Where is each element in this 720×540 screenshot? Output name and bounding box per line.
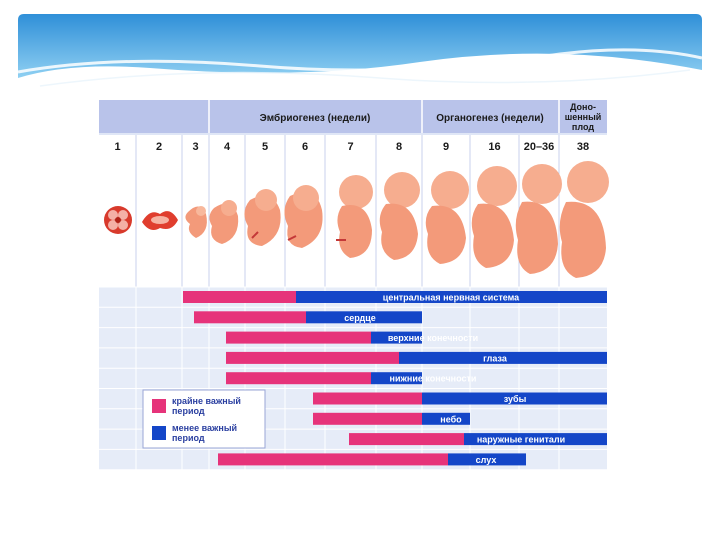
bar-critical-0 bbox=[183, 291, 296, 303]
bar-less-0 bbox=[296, 291, 607, 303]
bar-critical-8 bbox=[218, 453, 448, 466]
bar-label-3: глаза bbox=[483, 353, 508, 363]
fullterm-title-line2: шенный bbox=[565, 112, 602, 122]
bar-less-8 bbox=[448, 453, 526, 466]
bar-label-1: сердце bbox=[344, 313, 376, 323]
bar-critical-5 bbox=[313, 392, 422, 405]
week-label-5: 6 bbox=[302, 141, 308, 153]
week-label-2: 3 bbox=[192, 141, 198, 153]
bar-critical-7 bbox=[349, 433, 464, 446]
bar-less-6 bbox=[422, 412, 470, 425]
week-label-1: 2 bbox=[156, 141, 162, 153]
week-label-8: 9 bbox=[443, 141, 449, 153]
header-wave-decoration bbox=[17, 14, 703, 87]
bar-critical-1 bbox=[194, 311, 306, 324]
bar-critical-3 bbox=[226, 351, 399, 364]
week-labels: 1 2 3 4 5 6 7 8 9 16 20–36 38 bbox=[114, 141, 589, 153]
embryo-week-9 bbox=[425, 171, 469, 264]
embryo-week-38 bbox=[559, 161, 609, 278]
fullterm-title-line1: Доно- bbox=[570, 102, 596, 112]
embryo-week-4 bbox=[209, 200, 239, 244]
week-label-0: 1 bbox=[114, 141, 120, 153]
week-label-10: 20–36 bbox=[524, 141, 555, 153]
embryogenesis-title: Эмбриогенез (недели) bbox=[260, 112, 371, 124]
legend-less-line1: менее важный bbox=[172, 423, 237, 433]
legend-critical-swatch bbox=[152, 399, 166, 413]
bar-label-2: верхние конечности bbox=[388, 333, 478, 343]
week-label-7: 8 bbox=[396, 141, 402, 153]
week-label-4: 5 bbox=[262, 141, 268, 153]
bar-label-8: слух bbox=[476, 455, 497, 465]
bar-less-7 bbox=[464, 433, 607, 446]
bar-less-4 bbox=[371, 372, 422, 385]
embryo-week-1 bbox=[104, 206, 132, 234]
bar-less-1 bbox=[306, 311, 422, 324]
bar-critical-4 bbox=[226, 372, 371, 385]
bar-less-3 bbox=[399, 351, 607, 364]
embryo-week-2 bbox=[142, 211, 178, 230]
week-label-3: 4 bbox=[224, 141, 231, 153]
week-row bbox=[99, 135, 607, 157]
bar-label-7: наружные генитали bbox=[477, 435, 565, 445]
embryo-week-6 bbox=[284, 185, 323, 248]
period-bars: центральная нервная система сердце верхние… bbox=[183, 291, 607, 466]
embryo-week-5 bbox=[244, 189, 281, 246]
bar-critical-6 bbox=[313, 412, 422, 425]
embryo-week-8 bbox=[379, 172, 420, 260]
legend: крайне важный период менее важный период bbox=[142, 389, 266, 449]
embryo-week-16 bbox=[471, 166, 517, 268]
bar-label-0: центральная нервная система bbox=[383, 293, 520, 303]
embryo-week-3 bbox=[185, 206, 207, 238]
legend-critical-line2: период bbox=[172, 406, 205, 416]
legend-less-swatch bbox=[152, 426, 166, 440]
bar-critical-2 bbox=[226, 331, 371, 344]
bar-label-5: зубы bbox=[504, 394, 527, 404]
fullterm-title-line3: плод bbox=[572, 122, 594, 132]
embryo-week-20-36 bbox=[515, 164, 562, 274]
legend-less-line2: период bbox=[172, 433, 205, 443]
embryo-illustrations bbox=[104, 161, 609, 278]
header-band bbox=[99, 100, 607, 133]
organogenesis-title: Органогенез (недели) bbox=[436, 113, 544, 124]
legend-critical-line1: крайне важный bbox=[172, 396, 241, 406]
embryo-week-7 bbox=[336, 175, 373, 258]
bar-less-5 bbox=[422, 392, 607, 405]
week-label-9: 16 bbox=[488, 141, 500, 153]
bar-label-4: нижние конечности bbox=[390, 374, 477, 384]
week-label-11: 38 bbox=[577, 141, 589, 153]
bar-label-6: небо bbox=[440, 414, 462, 424]
week-label-6: 7 bbox=[347, 141, 353, 153]
bar-less-2 bbox=[371, 331, 422, 344]
